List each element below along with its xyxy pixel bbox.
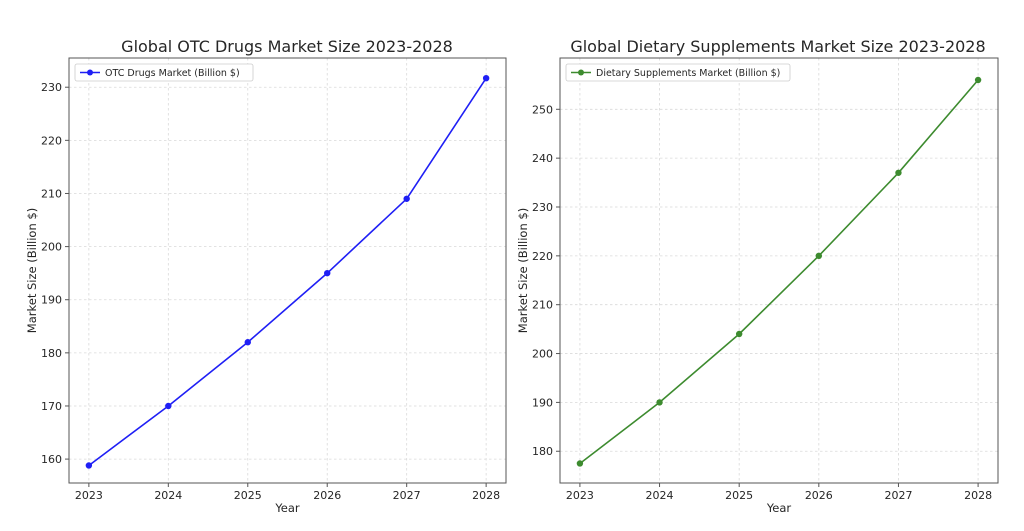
legend-box — [565, 63, 791, 82]
y-tick-label: 180 — [41, 347, 62, 360]
dietary-supplements-chart: 2023 2024 2025 2026 2027 2028 180 190 200 210 220 2… — [516, 37, 999, 515]
legend-label: OTC Drugs Market (Billion $) — [105, 68, 240, 79]
x-tick-label: 2024 — [154, 489, 182, 502]
x-tick-label: 2028 — [964, 489, 992, 502]
data-point — [482, 74, 490, 82]
y-tick-label: 160 — [41, 453, 62, 466]
y-tick-label: 240 — [532, 152, 553, 165]
x-tick-label: 2023 — [75, 489, 103, 502]
plot-area-frame — [68, 57, 507, 484]
y-tick-label: 220 — [532, 250, 553, 263]
data-point — [324, 269, 331, 277]
legend-marker-swatch — [578, 69, 584, 76]
y-tick-label: 250 — [532, 103, 553, 116]
y-tick-label: 200 — [532, 348, 553, 361]
data-point — [576, 460, 584, 467]
data-point — [815, 252, 823, 260]
y-tick-label: 210 — [532, 299, 553, 312]
y-tick-label: 190 — [532, 396, 553, 409]
data-point — [165, 402, 172, 410]
x-tick-label: 2027 — [884, 489, 912, 502]
legend-marker-swatch — [87, 69, 93, 76]
y-axis-label: Market Size (Billion $) — [25, 208, 39, 333]
x-tick-label: 2026 — [313, 489, 341, 502]
chart-title: Global OTC Drugs Market Size 2023-2028 — [121, 37, 453, 56]
legend-box — [74, 63, 254, 82]
x-tick-label: 2024 — [646, 489, 674, 502]
x-tick-label: 2023 — [566, 489, 594, 502]
y-tick-label: 210 — [41, 187, 62, 200]
x-tick-label: 2025 — [725, 489, 753, 502]
y-tick-label: 190 — [41, 294, 62, 307]
y-tick-label: 180 — [532, 445, 553, 458]
y-tick-label: 220 — [41, 134, 62, 147]
series-line — [579, 79, 979, 465]
otc-drugs-chart: 2023 2024 2025 2026 2027 2028 160 170 180 190 200 2… — [25, 37, 507, 515]
y-axis-label: Market Size (Billion $) — [516, 208, 530, 333]
x-tick-label: 2028 — [472, 489, 500, 502]
plot-area-frame — [559, 57, 999, 484]
data-point — [403, 195, 410, 202]
chart-title: Global Dietary Supplements Market Size 2… — [570, 37, 985, 56]
data-point — [85, 462, 93, 469]
x-tick-label: 2025 — [234, 489, 262, 502]
y-tick-label: 200 — [41, 241, 62, 254]
x-axis-label: Year — [274, 501, 300, 515]
legend-label: Dietary Supplements Market (Billion $) — [596, 68, 780, 79]
x-tick-label: 2027 — [393, 489, 421, 502]
y-tick-label: 230 — [532, 201, 553, 214]
data-point — [244, 339, 251, 346]
data-point — [895, 169, 902, 176]
series-line — [88, 77, 487, 467]
data-point — [974, 76, 982, 84]
data-point — [735, 330, 743, 338]
y-tick-label: 170 — [41, 400, 62, 413]
x-tick-label: 2026 — [805, 489, 833, 502]
y-tick-label: 230 — [41, 81, 62, 94]
data-point — [656, 399, 663, 406]
x-axis-label: Year — [766, 501, 792, 515]
